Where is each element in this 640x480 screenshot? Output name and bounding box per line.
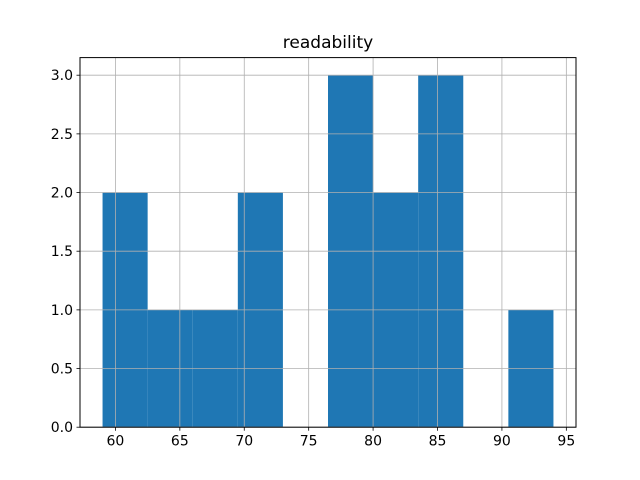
x-tick-label: 60 [107, 434, 125, 450]
y-tick-label: 0.0 [51, 420, 73, 436]
y-tick-label: 2.0 [51, 186, 73, 202]
y-tick-label: 1.0 [51, 303, 73, 319]
x-tick-label: 90 [493, 434, 511, 450]
y-tick-label: 3.0 [51, 68, 73, 84]
x-tick-label: 95 [557, 434, 575, 450]
chart-title: readability [282, 33, 374, 53]
axes-frame [79, 57, 577, 428]
y-tick-label: 0.5 [51, 362, 73, 378]
x-tick-label: 85 [429, 434, 447, 450]
x-tick-label: 65 [171, 434, 189, 450]
x-tick-label: 75 [300, 434, 318, 450]
y-tick-label: 1.5 [51, 244, 73, 260]
y-tick-label: 2.5 [51, 127, 73, 143]
x-tick-label: 80 [364, 434, 382, 450]
x-tick-label: 70 [235, 434, 253, 450]
